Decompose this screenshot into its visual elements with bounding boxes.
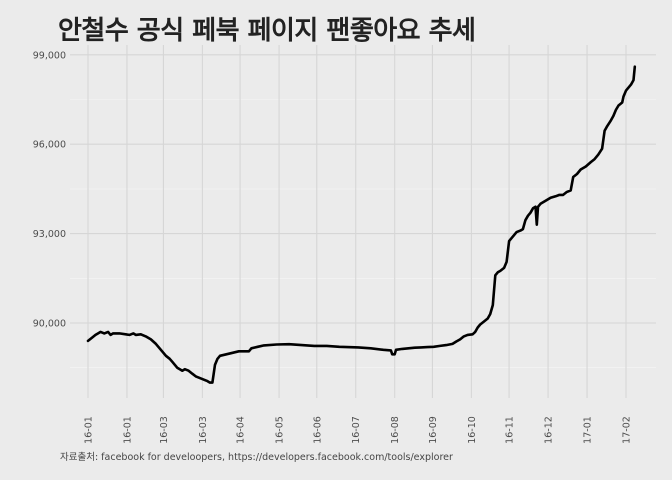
x-tick-label: 16-12 — [544, 416, 555, 444]
x-tick-label: 17-02 — [622, 416, 633, 444]
x-tick-label: 16-06 — [312, 416, 323, 444]
x-tick-label: 16-08 — [390, 416, 401, 444]
plot-panel — [70, 45, 656, 398]
x-tick-label: 16-07 — [351, 416, 362, 444]
series-line — [86, 65, 637, 384]
x-tick-label: 16-03 — [198, 416, 209, 444]
y-tick-label: 99,000 — [33, 50, 66, 61]
grid-lines — [70, 45, 656, 398]
y-tick-label: 93,000 — [33, 229, 66, 240]
x-tick-label: 16-11 — [505, 416, 516, 444]
axis-labels: 90,000 93,000 96,000 99,000 16-01 16-01 16-03 1… — [33, 50, 633, 444]
x-tick-label: 16-01 — [122, 416, 133, 444]
y-tick-label: 90,000 — [33, 319, 66, 330]
series-layer — [86, 65, 637, 384]
x-tick-label: 16-04 — [236, 416, 247, 444]
x-tick-label: 16-03 — [159, 416, 170, 444]
source-caption: 자료출처: facebook for develoopers, https://… — [60, 452, 453, 463]
x-tick-label: 17-01 — [583, 416, 594, 444]
x-tick-label: 16-10 — [467, 416, 478, 444]
x-tick-label: 16-05 — [275, 416, 286, 444]
x-tick-label: 16-09 — [428, 416, 439, 444]
chart-title: 안철수 공식 페북 페이지 팬좋아요 추세 — [58, 16, 476, 46]
x-tick-label: 16-01 — [84, 416, 95, 444]
y-tick-label: 96,000 — [33, 140, 66, 151]
